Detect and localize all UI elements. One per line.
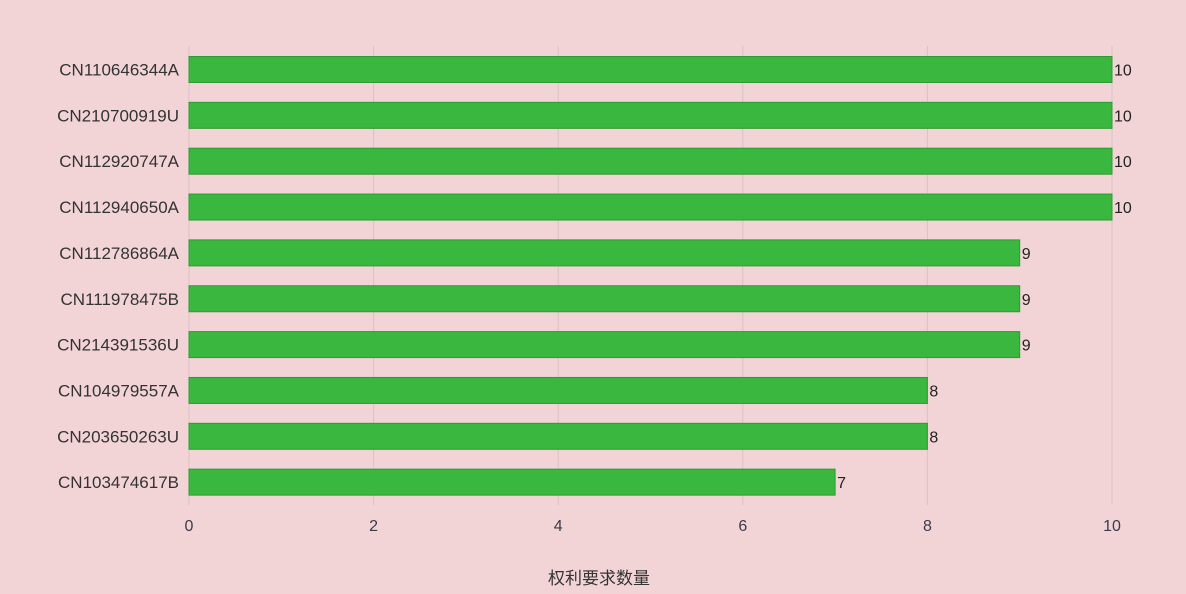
category-label: CN210700919U	[57, 106, 179, 125]
x-axis-ticks: 0 2 4 6 8 10	[185, 518, 1121, 535]
bar-value-label: 10	[1114, 154, 1132, 171]
x-tick-label: 4	[554, 518, 563, 535]
bar	[188, 376, 928, 404]
category-label: CN103474617B	[58, 473, 179, 492]
x-tick-label: 8	[923, 518, 932, 535]
category-labels: CN110646344A CN210700919U CN112920747A CN11…	[57, 61, 180, 493]
value-labels: 10 10 10 10 9 9 9 8 8 7	[837, 63, 1132, 493]
bar	[188, 468, 836, 496]
x-tick-label: 2	[369, 518, 378, 535]
bar	[188, 331, 1021, 359]
category-label: CN111978475B	[61, 290, 179, 309]
category-label: CN104979557A	[58, 381, 180, 400]
x-tick-label: 6	[738, 518, 747, 535]
bar-value-label: 8	[929, 383, 938, 400]
bar-value-label: 9	[1022, 246, 1031, 263]
bar	[188, 239, 1021, 267]
bar	[188, 285, 1021, 313]
bar	[188, 193, 1113, 221]
bar-value-label: 10	[1114, 63, 1132, 80]
category-label: CN112920747A	[59, 152, 179, 171]
bar	[188, 101, 1113, 129]
category-label: CN203650263U	[57, 427, 179, 446]
bar	[188, 147, 1113, 175]
bars	[188, 56, 1113, 496]
category-label: CN112786864A	[59, 244, 179, 263]
category-label: CN110646344A	[59, 61, 179, 80]
bar-value-label: 9	[1022, 338, 1031, 355]
category-label: CN214391536U	[57, 336, 179, 355]
bar	[188, 422, 928, 450]
x-tick-label: 0	[185, 518, 194, 535]
bar-value-label: 7	[837, 475, 846, 492]
bar	[188, 56, 1113, 83]
x-tick-label: 10	[1103, 518, 1121, 535]
bar-value-label: 8	[929, 429, 938, 446]
x-axis-title: 权利要求数量	[548, 569, 650, 588]
bar-value-label: 10	[1114, 108, 1132, 125]
bar-value-label: 10	[1114, 200, 1132, 217]
bar-value-label: 9	[1022, 292, 1031, 309]
category-label: CN112940650A	[59, 198, 179, 217]
